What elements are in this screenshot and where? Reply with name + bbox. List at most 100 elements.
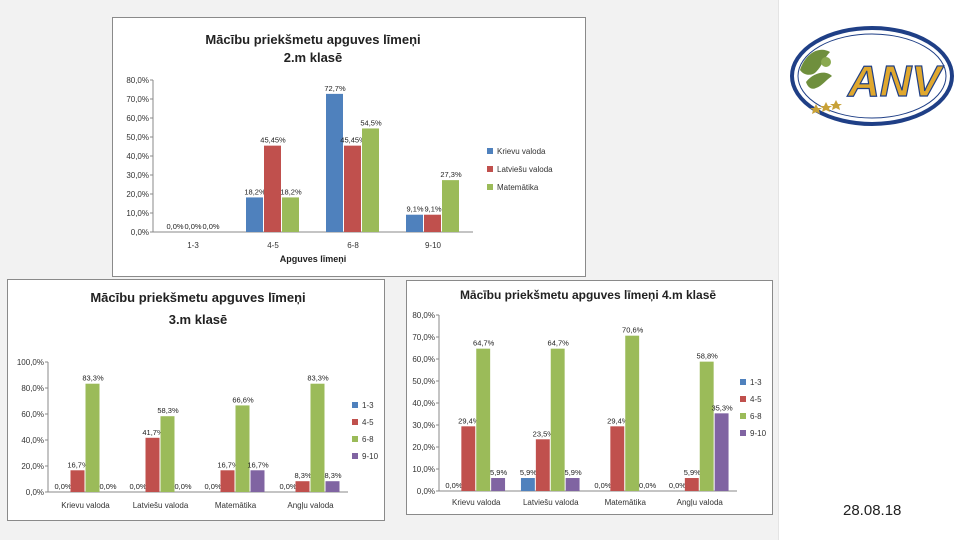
bar-c4-s3 bbox=[565, 478, 580, 491]
chart-grade-2: Mācību priekšmetu apguves līmeņi 2.m klas… bbox=[112, 17, 586, 277]
legend-swatch bbox=[740, 379, 746, 385]
legend-swatch bbox=[352, 453, 358, 459]
data-label: 27,3% bbox=[440, 170, 462, 179]
bar-c2-s2 bbox=[282, 197, 299, 232]
y-tick-label: 50,0% bbox=[412, 377, 435, 386]
data-label: 45,45% bbox=[340, 136, 366, 145]
data-label: 9,1% bbox=[424, 205, 441, 214]
y-tick-label: 30,0% bbox=[412, 421, 435, 430]
bar-c3-s1 bbox=[70, 470, 85, 492]
data-label: 9,1% bbox=[406, 205, 423, 214]
chart-grade-4: Mācību priekšmetu apguves līmeņi 4.m kla… bbox=[406, 280, 773, 515]
stars-icon bbox=[810, 100, 842, 114]
anv-logo: ANV bbox=[786, 22, 954, 130]
legend-label: Matemātika bbox=[497, 183, 539, 192]
data-label: 54,5% bbox=[360, 118, 382, 127]
bar-c3-s2 bbox=[310, 383, 325, 492]
chart-title-line: 3.m klasē bbox=[169, 312, 228, 327]
y-tick-label: 60,0% bbox=[126, 114, 149, 123]
chart-title-line: 2.m klasē bbox=[284, 50, 343, 65]
data-label: 18,2% bbox=[244, 187, 266, 196]
chart-title-line: Mācību priekšmetu apguves līmeņi bbox=[90, 290, 305, 305]
y-tick-label: 80,0% bbox=[21, 384, 44, 393]
bar-c2-s1 bbox=[264, 145, 281, 232]
chart-title-line: Mācību priekšmetu apguves līmeņi 4.m kla… bbox=[460, 288, 716, 302]
data-label: 41,7% bbox=[142, 428, 164, 437]
bar-c3-s1 bbox=[145, 437, 160, 492]
x-axis-label: Apguves līmeņi bbox=[280, 254, 347, 264]
y-tick-label: 80,0% bbox=[126, 76, 149, 85]
bar-c4-s3 bbox=[491, 478, 506, 491]
side-panel bbox=[778, 0, 960, 540]
data-label: 0,0% bbox=[54, 482, 71, 491]
data-label: 5,9% bbox=[520, 468, 537, 477]
logo-text: ANV bbox=[847, 57, 945, 106]
legend-swatch bbox=[740, 396, 746, 402]
bar-c2-s1 bbox=[424, 214, 441, 232]
x-category-label: Krievu valoda bbox=[61, 501, 110, 510]
data-label: 64,7% bbox=[473, 339, 495, 348]
bar-c2-s0 bbox=[326, 93, 343, 233]
legend-swatch bbox=[352, 436, 358, 442]
bar-c4-s0 bbox=[520, 478, 535, 491]
legend-label: 9-10 bbox=[750, 429, 767, 438]
data-label: 83,3% bbox=[82, 374, 104, 383]
y-tick-label: 50,0% bbox=[126, 133, 149, 142]
y-tick-label: 30,0% bbox=[126, 171, 149, 180]
y-tick-label: 0,0% bbox=[131, 228, 149, 237]
y-tick-label: 40,0% bbox=[21, 436, 44, 445]
legend-label: Latviešu valoda bbox=[497, 165, 553, 174]
legend-swatch bbox=[352, 419, 358, 425]
legend-swatch bbox=[740, 430, 746, 436]
data-label: 58,3% bbox=[157, 406, 179, 415]
legend-swatch bbox=[352, 402, 358, 408]
legend-label: 6-8 bbox=[750, 412, 762, 421]
data-label: 70,6% bbox=[622, 326, 644, 335]
bar-c4-s1 bbox=[461, 426, 476, 491]
data-label: 45,45% bbox=[260, 136, 286, 145]
y-tick-label: 20,0% bbox=[126, 190, 149, 199]
chart-title-line: Mācību priekšmetu apguves līmeņi bbox=[205, 32, 420, 47]
legend-label: 1-3 bbox=[362, 401, 374, 410]
data-label: 66,6% bbox=[232, 395, 254, 404]
bar-c4-s1 bbox=[610, 426, 625, 491]
legend-swatch bbox=[487, 148, 493, 154]
x-category-label: Latviešu valoda bbox=[523, 498, 579, 507]
x-category-label: Angļu valoda bbox=[287, 501, 334, 510]
data-label: 0,0% bbox=[639, 481, 656, 490]
chart-grade-4-svg: Mācību priekšmetu apguves līmeņi 4.m kla… bbox=[412, 288, 767, 507]
bar-c3-s1 bbox=[220, 470, 235, 492]
slide-date: 28.08.18 bbox=[843, 502, 902, 519]
data-label: 0,0% bbox=[202, 222, 219, 231]
data-label: 0,0% bbox=[99, 482, 116, 491]
x-category-label: 9-10 bbox=[425, 241, 442, 250]
bar-c2-s1 bbox=[344, 145, 361, 232]
data-label: 23,5% bbox=[533, 429, 555, 438]
data-label: 0,0% bbox=[129, 482, 146, 491]
bar-c2-s2 bbox=[442, 180, 459, 232]
x-category-label: 4-5 bbox=[267, 241, 279, 250]
data-label: 35,3% bbox=[711, 403, 733, 412]
data-label: 58,8% bbox=[697, 352, 719, 361]
bar-c4-s2 bbox=[550, 348, 565, 491]
logo-ellipse-inner bbox=[797, 33, 947, 119]
data-label: 5,9% bbox=[490, 468, 507, 477]
bar-c3-s3 bbox=[250, 470, 265, 492]
data-label: 29,4% bbox=[458, 416, 480, 425]
legend-label: 4-5 bbox=[750, 395, 762, 404]
data-label: 0,0% bbox=[279, 482, 296, 491]
y-tick-label: 60,0% bbox=[412, 355, 435, 364]
bar-c3-s2 bbox=[235, 405, 250, 492]
data-label: 0,0% bbox=[445, 481, 462, 490]
y-tick-label: 20,0% bbox=[412, 443, 435, 452]
legend-label: Krievu valoda bbox=[497, 147, 546, 156]
data-label: 0,0% bbox=[594, 481, 611, 490]
data-label: 16,7% bbox=[217, 460, 239, 469]
x-category-label: 6-8 bbox=[347, 241, 359, 250]
data-label: 16,7% bbox=[247, 460, 269, 469]
y-tick-label: 10,0% bbox=[412, 465, 435, 474]
bar-c4-s2 bbox=[476, 348, 491, 491]
legend-label: 1-3 bbox=[750, 378, 762, 387]
legend-swatch bbox=[487, 184, 493, 190]
data-label: 5,9% bbox=[684, 468, 701, 477]
